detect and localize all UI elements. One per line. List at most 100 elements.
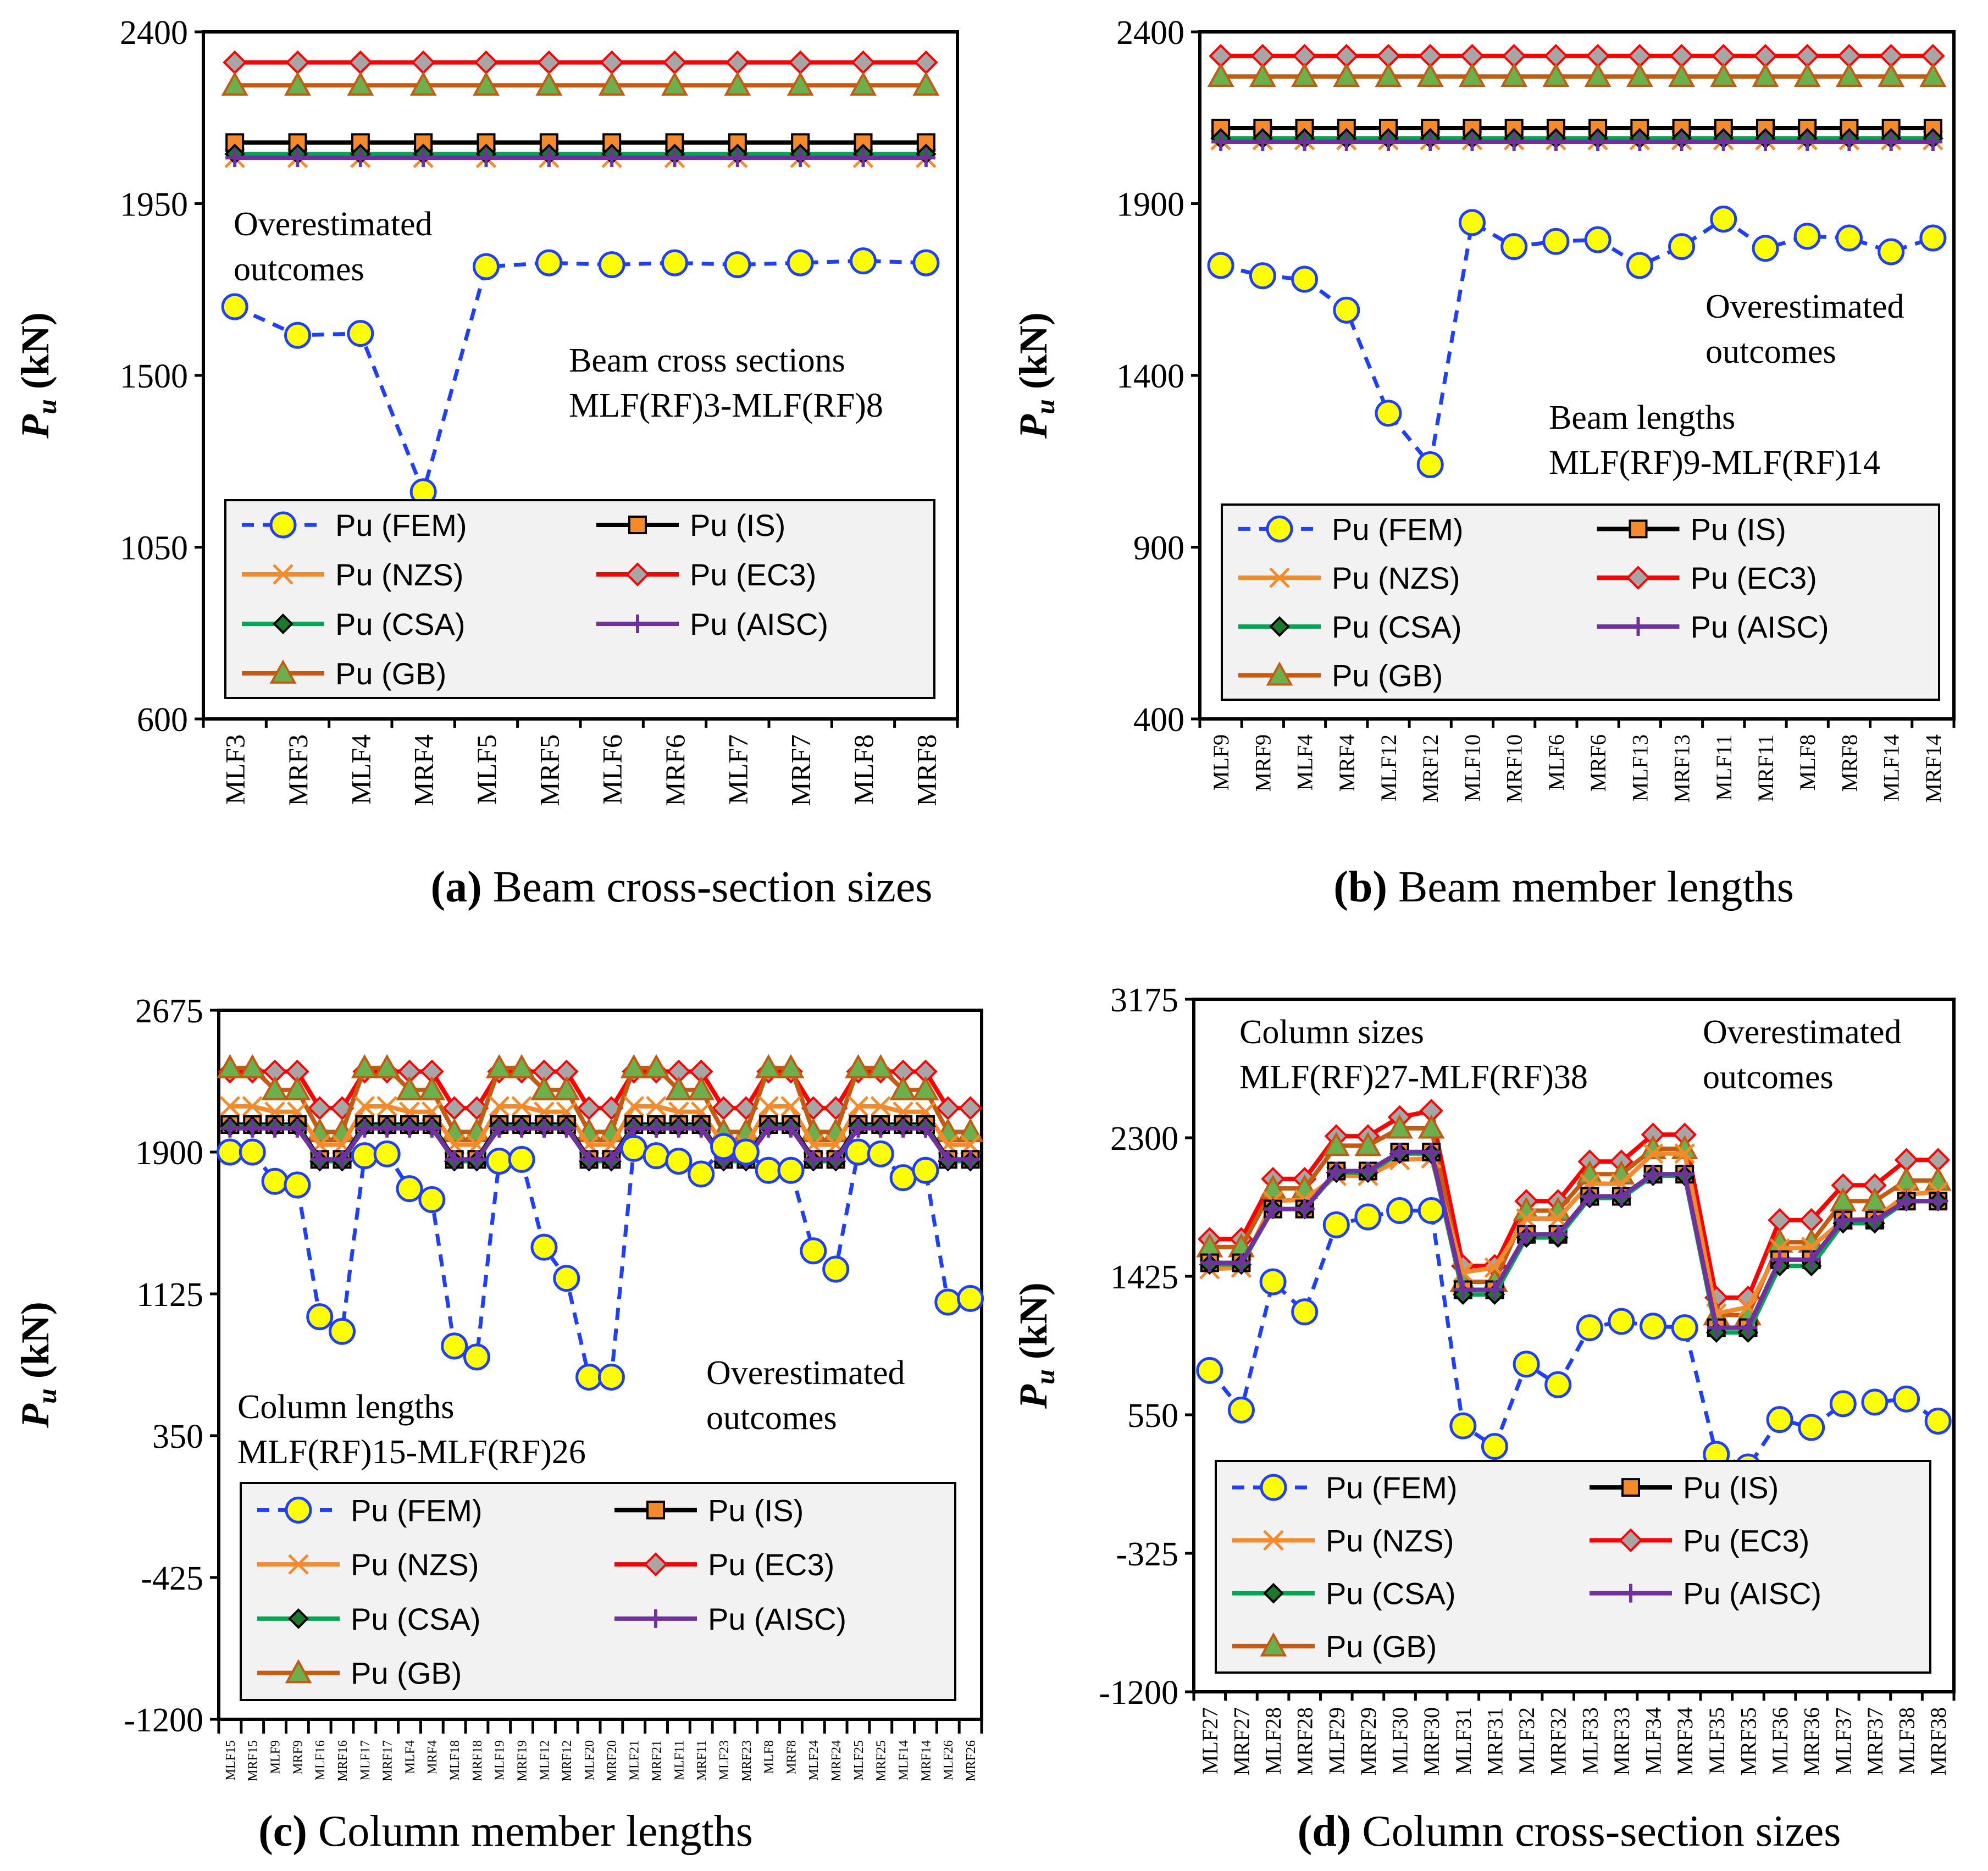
data-point [1671, 1314, 1698, 1342]
legend-swatch-marker [1621, 1478, 1640, 1497]
series-puaisc [225, 148, 935, 168]
y-tick-label: 2300 [1110, 1120, 1178, 1158]
data-point [1836, 63, 1863, 87]
x-tick-label: MLF6 [597, 734, 628, 805]
data-point [1878, 238, 1905, 265]
y-tick-label: -1200 [1099, 1674, 1178, 1712]
data-point [688, 1076, 715, 1100]
x-tick-label: MRF24 [829, 1740, 844, 1781]
data-point [1375, 63, 1402, 87]
legend-box [240, 1482, 956, 1701]
data-point [624, 1119, 644, 1138]
data-point [849, 1119, 868, 1138]
data-point [661, 249, 688, 276]
annotation: outcomes [706, 1399, 837, 1437]
data-point [1626, 63, 1653, 87]
data-point [804, 1150, 823, 1169]
data-point [553, 1076, 580, 1100]
data-point [1249, 262, 1276, 290]
data-point [1249, 63, 1276, 87]
data-point [1333, 296, 1360, 324]
data-point [463, 1343, 490, 1371]
series-pugb [221, 71, 940, 96]
y-tick-label: -425 [141, 1560, 203, 1597]
y-tick-label: 1400 [1116, 358, 1184, 395]
data-point [1421, 132, 1440, 151]
data-point [1881, 132, 1901, 151]
x-tick-label: MLF8 [1795, 734, 1820, 790]
x-tick-label: MRF17 [381, 1740, 395, 1781]
y-tick-label: 600 [137, 701, 188, 739]
data-point [691, 1119, 711, 1138]
data-point [1500, 63, 1528, 87]
x-tick-label: MLF33 [1577, 1707, 1602, 1774]
data-point [724, 251, 751, 279]
series-line [230, 1104, 971, 1147]
legend: Pu (FEM) Pu (IS) Pu (NZS) Pu (EC3) Pu (CSA) P… [1215, 1460, 1931, 1674]
series-puaisc [220, 1119, 980, 1169]
data-point [1264, 1199, 1283, 1219]
series-line [230, 1126, 971, 1162]
data-point [1643, 1165, 1663, 1184]
data-point [1458, 209, 1486, 236]
x-tick-label: MLF3 [220, 734, 251, 805]
y-tick-label: 1125 [136, 1276, 203, 1314]
data-point [1714, 132, 1733, 151]
x-tick-label: MLF23 [717, 1740, 732, 1780]
x-tick-label: MLF36 [1768, 1707, 1792, 1774]
x-tick-label: MRF9 [1250, 734, 1275, 792]
data-point [850, 247, 877, 275]
data-point [602, 148, 622, 168]
data-point [938, 1150, 957, 1169]
data-point [310, 1150, 329, 1169]
x-tick-label: MRF20 [605, 1740, 619, 1781]
x-tick-label: MRF28 [1293, 1707, 1317, 1776]
data-point [867, 1054, 894, 1078]
series-pugb [1207, 63, 1947, 87]
data-point [217, 1054, 243, 1078]
legend-swatch-marker [1626, 566, 1651, 590]
x-tick-label: MRF8 [1837, 734, 1862, 792]
data-point [1544, 1371, 1572, 1398]
x-tick-label: MRF31 [1482, 1707, 1507, 1776]
series-line [230, 1144, 971, 1379]
data-point [665, 1076, 693, 1100]
data-point [485, 1054, 513, 1078]
x-tick-label: MLF17 [358, 1740, 373, 1780]
data-point [1416, 451, 1444, 478]
data-point [354, 1096, 375, 1117]
legend-swatch-marker [1263, 1530, 1284, 1551]
y-tick-label: 1900 [135, 1134, 203, 1172]
data-point [758, 1096, 779, 1117]
y-tick-label: 1900 [1116, 186, 1184, 224]
data-point [777, 1054, 805, 1078]
data-point [1580, 1187, 1599, 1206]
data-point [710, 1133, 738, 1160]
x-tick-label: MLF5 [471, 734, 502, 805]
y-tick-label: -1200 [124, 1702, 203, 1739]
data-point [1259, 1175, 1287, 1199]
data-point [1546, 132, 1565, 151]
data-point [1453, 1280, 1472, 1299]
x-tick-label: MRF5 [534, 734, 564, 806]
data-point [1829, 1187, 1857, 1211]
x-tick-label: MRF25 [874, 1740, 889, 1781]
data-point [418, 1186, 446, 1214]
data-point [826, 1150, 845, 1169]
data-point [1766, 1406, 1793, 1433]
y-tick-label: 1050 [120, 530, 188, 567]
data-point [597, 1363, 625, 1391]
data-point [643, 1142, 670, 1170]
legend-swatch-marker [269, 511, 297, 539]
x-tick-label: MRF13 [1670, 734, 1694, 803]
legend-swatch-marker [285, 1496, 312, 1524]
series-puaisc [1200, 1142, 1948, 1337]
data-point [1211, 132, 1231, 151]
data-point [724, 71, 751, 96]
data-point [598, 251, 625, 279]
x-tick-label: MLF27 [1198, 1707, 1222, 1774]
x-tick-label: MLF31 [1451, 1707, 1476, 1774]
data-point [1196, 1357, 1223, 1384]
legend-swatch-marker [273, 564, 294, 585]
data-point [1608, 1308, 1635, 1335]
